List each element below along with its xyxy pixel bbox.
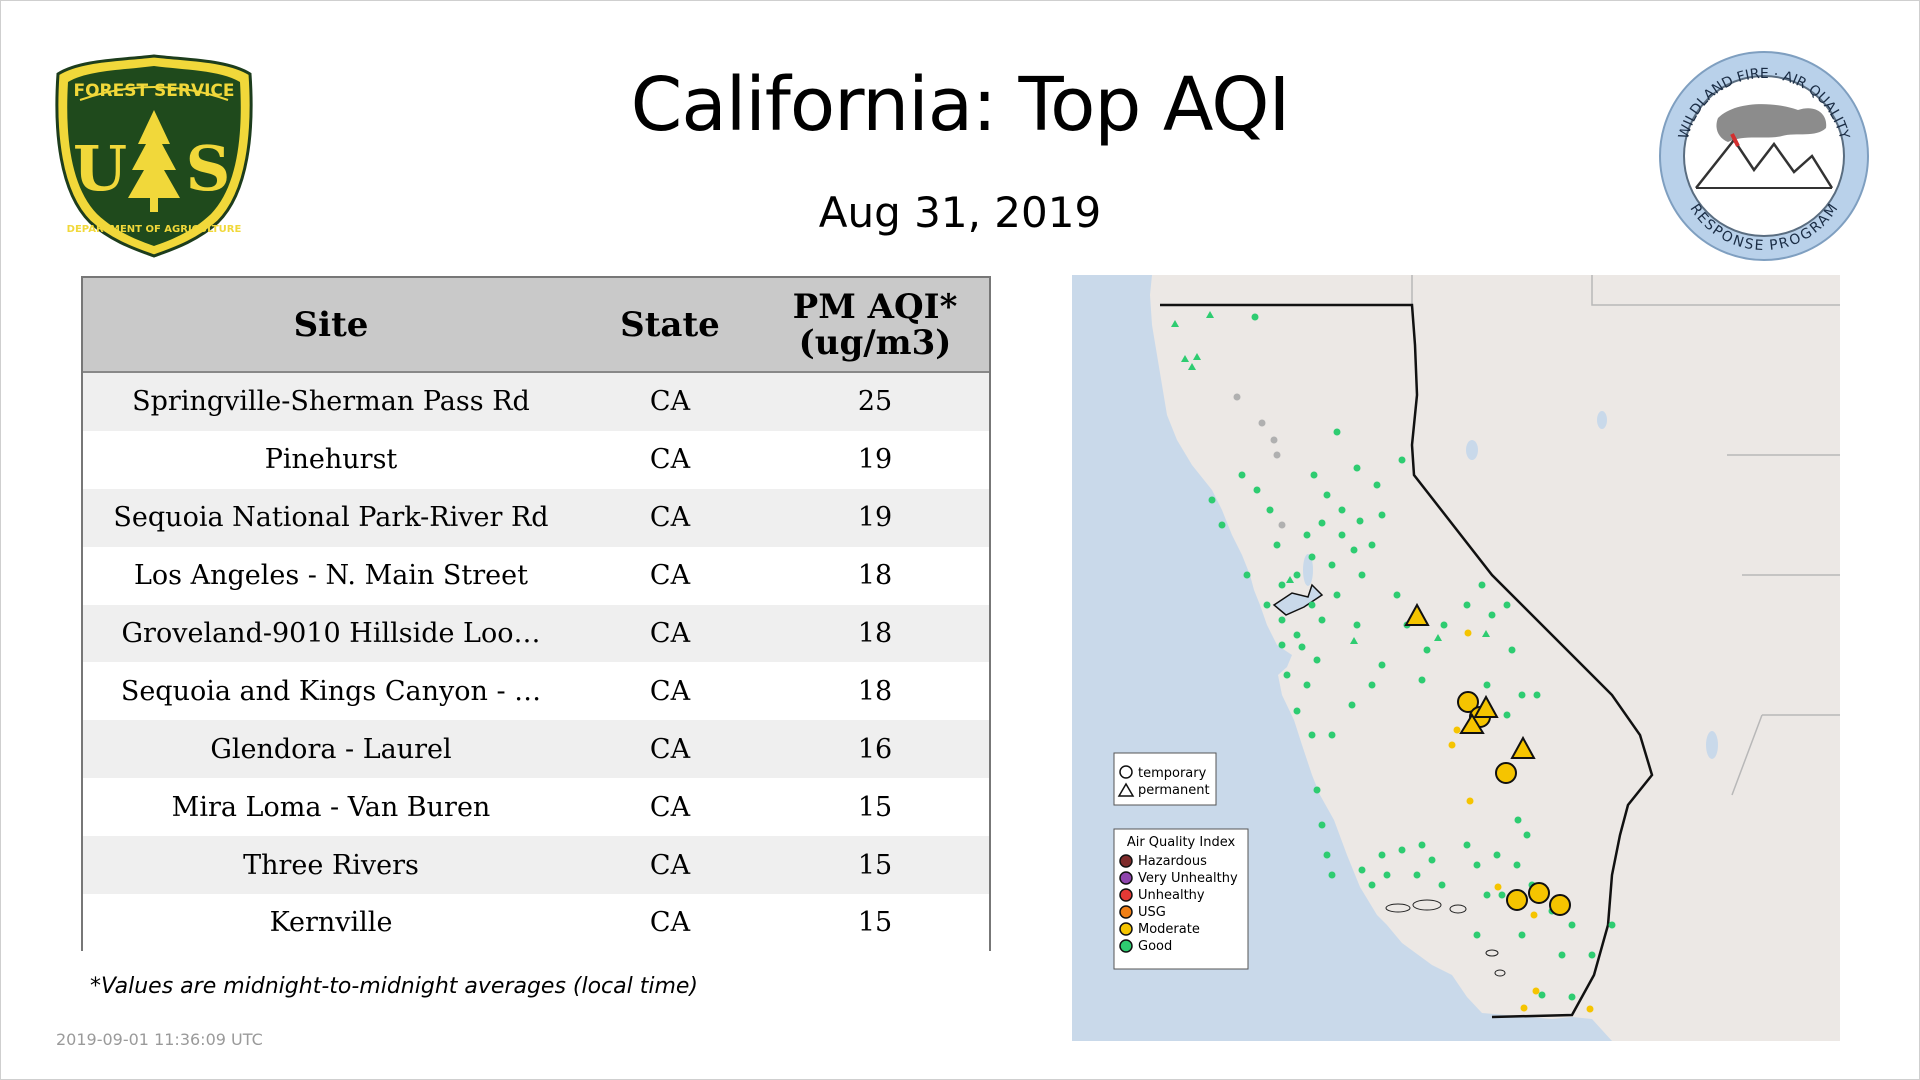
cell-state: CA bbox=[649, 386, 691, 418]
cell-aqi: 15 bbox=[857, 849, 893, 881]
cell-aqi: 15 bbox=[857, 907, 893, 939]
page-date: Aug 31, 2019 bbox=[818, 188, 1102, 237]
table-row: Mira Loma - Van Buren CA 15 bbox=[83, 778, 989, 837]
header-aqi-line2: (ug/m3) bbox=[798, 322, 952, 363]
svg-text:S: S bbox=[186, 132, 231, 205]
cell-aqi: 18 bbox=[857, 618, 893, 649]
timestamp: 2019-09-01 11:36:09 UTC bbox=[56, 1030, 263, 1049]
table-row: Springville-Sherman Pass Rd CA 25 bbox=[83, 372, 989, 431]
cell-aqi: 16 bbox=[857, 733, 893, 765]
cell-state: CA bbox=[649, 444, 691, 476]
aqi-legend-swatch bbox=[1119, 871, 1133, 885]
cell-aqi: 19 bbox=[857, 444, 893, 476]
logo-bottom-text: DEPARTMENT OF AGRICULTURE bbox=[67, 224, 242, 235]
cell-state: CA bbox=[649, 560, 691, 592]
cell-aqi: 18 bbox=[857, 675, 893, 707]
cell-state: CA bbox=[649, 502, 691, 534]
logo-top-text: FOREST SERVICE bbox=[73, 81, 234, 101]
california-aqi-map: temporary permanent Air Quality Index Ha… bbox=[1072, 275, 1840, 1041]
table-row: Groveland-9010 Hillside Loo… CA 18 bbox=[83, 604, 989, 663]
header-site: Site bbox=[83, 278, 579, 373]
aqi-legend-label: Hazardous bbox=[1138, 854, 1207, 869]
cell-site: Springville-Sherman Pass Rd bbox=[132, 386, 530, 418]
cell-state: CA bbox=[649, 675, 691, 707]
cell-site: Groveland-9010 Hillside Loo… bbox=[121, 618, 541, 649]
aqi-legend-label: Unhealthy bbox=[1138, 888, 1205, 903]
table-row: Three Rivers CA 15 bbox=[83, 836, 989, 895]
table-row: Sequoia National Park-River Rd CA 19 bbox=[83, 488, 989, 547]
california-border bbox=[1160, 303, 1654, 1019]
header-state: State bbox=[579, 278, 761, 373]
svg-text:U: U bbox=[73, 132, 127, 205]
header-aqi: PM AQI* (ug/m3) bbox=[761, 278, 989, 373]
cell-state: CA bbox=[649, 791, 691, 823]
cell-aqi: 25 bbox=[857, 386, 893, 418]
cell-state: CA bbox=[649, 849, 691, 881]
cell-site: Three Rivers bbox=[243, 849, 419, 881]
cell-site: Sequoia and Kings Canyon - … bbox=[120, 675, 542, 707]
legend-temporary: temporary bbox=[1138, 766, 1207, 781]
aqi-legend-swatch bbox=[1119, 888, 1133, 902]
aqi-legend-swatch bbox=[1119, 905, 1133, 919]
table-row: Sequoia and Kings Canyon - … CA 18 bbox=[83, 662, 989, 721]
wildland-fire-logo: WILDLAND FIRE · AIR QUALITY RESPONSE PRO… bbox=[1659, 51, 1869, 261]
cell-state: CA bbox=[649, 618, 691, 649]
table-row: Pinehurst CA 19 bbox=[83, 430, 989, 489]
table-header-row: Site State PM AQI* (ug/m3) bbox=[83, 278, 989, 373]
cell-state: CA bbox=[649, 733, 691, 765]
footnote: *Values are midnight-to-midnight average… bbox=[90, 974, 699, 999]
aqi-legend-swatch bbox=[1119, 939, 1133, 953]
header-aqi-line1: PM AQI* bbox=[792, 286, 958, 327]
cell-aqi: 15 bbox=[857, 791, 893, 823]
cell-state: CA bbox=[649, 907, 691, 939]
cell-site: Glendora - Laurel bbox=[210, 733, 452, 765]
cell-aqi: 18 bbox=[857, 560, 893, 592]
monitor-type-legend: temporary permanent bbox=[1113, 752, 1217, 806]
page-title: California: Top AQI bbox=[630, 62, 1291, 148]
table-row: Glendora - Laurel CA 16 bbox=[83, 720, 989, 779]
map-land bbox=[1150, 275, 1840, 1041]
aqi-legend: Air Quality Index Hazardous Very Unhealth… bbox=[1113, 828, 1249, 970]
aqi-legend-label: USG bbox=[1138, 905, 1166, 920]
forest-service-logo: FOREST SERVICE U S DEPARTMENT OF AGRICUL… bbox=[55, 54, 253, 258]
cell-site: Pinehurst bbox=[264, 444, 398, 476]
aqi-legend-label: Good bbox=[1138, 939, 1172, 954]
aqi-legend-title: Air Quality Index bbox=[1127, 835, 1236, 850]
legend-permanent: permanent bbox=[1138, 783, 1210, 798]
cell-site: Sequoia National Park-River Rd bbox=[113, 502, 549, 534]
table-row: Kernville CA 15 bbox=[83, 894, 989, 952]
aqi-legend-swatch bbox=[1119, 854, 1133, 868]
cell-site: Los Angeles - N. Main Street bbox=[133, 560, 528, 592]
cell-site: Kernville bbox=[269, 907, 393, 939]
aqi-table: Site State PM AQI* (ug/m3) Springville-S… bbox=[81, 276, 991, 952]
aqi-legend-label: Moderate bbox=[1138, 922, 1200, 937]
aqi-legend-label: Very Unhealthy bbox=[1138, 871, 1238, 886]
aqi-legend-swatch bbox=[1119, 922, 1133, 936]
cell-aqi: 19 bbox=[857, 502, 893, 534]
table-row: Los Angeles - N. Main Street CA 18 bbox=[83, 546, 989, 605]
cell-site: Mira Loma - Van Buren bbox=[171, 791, 491, 823]
